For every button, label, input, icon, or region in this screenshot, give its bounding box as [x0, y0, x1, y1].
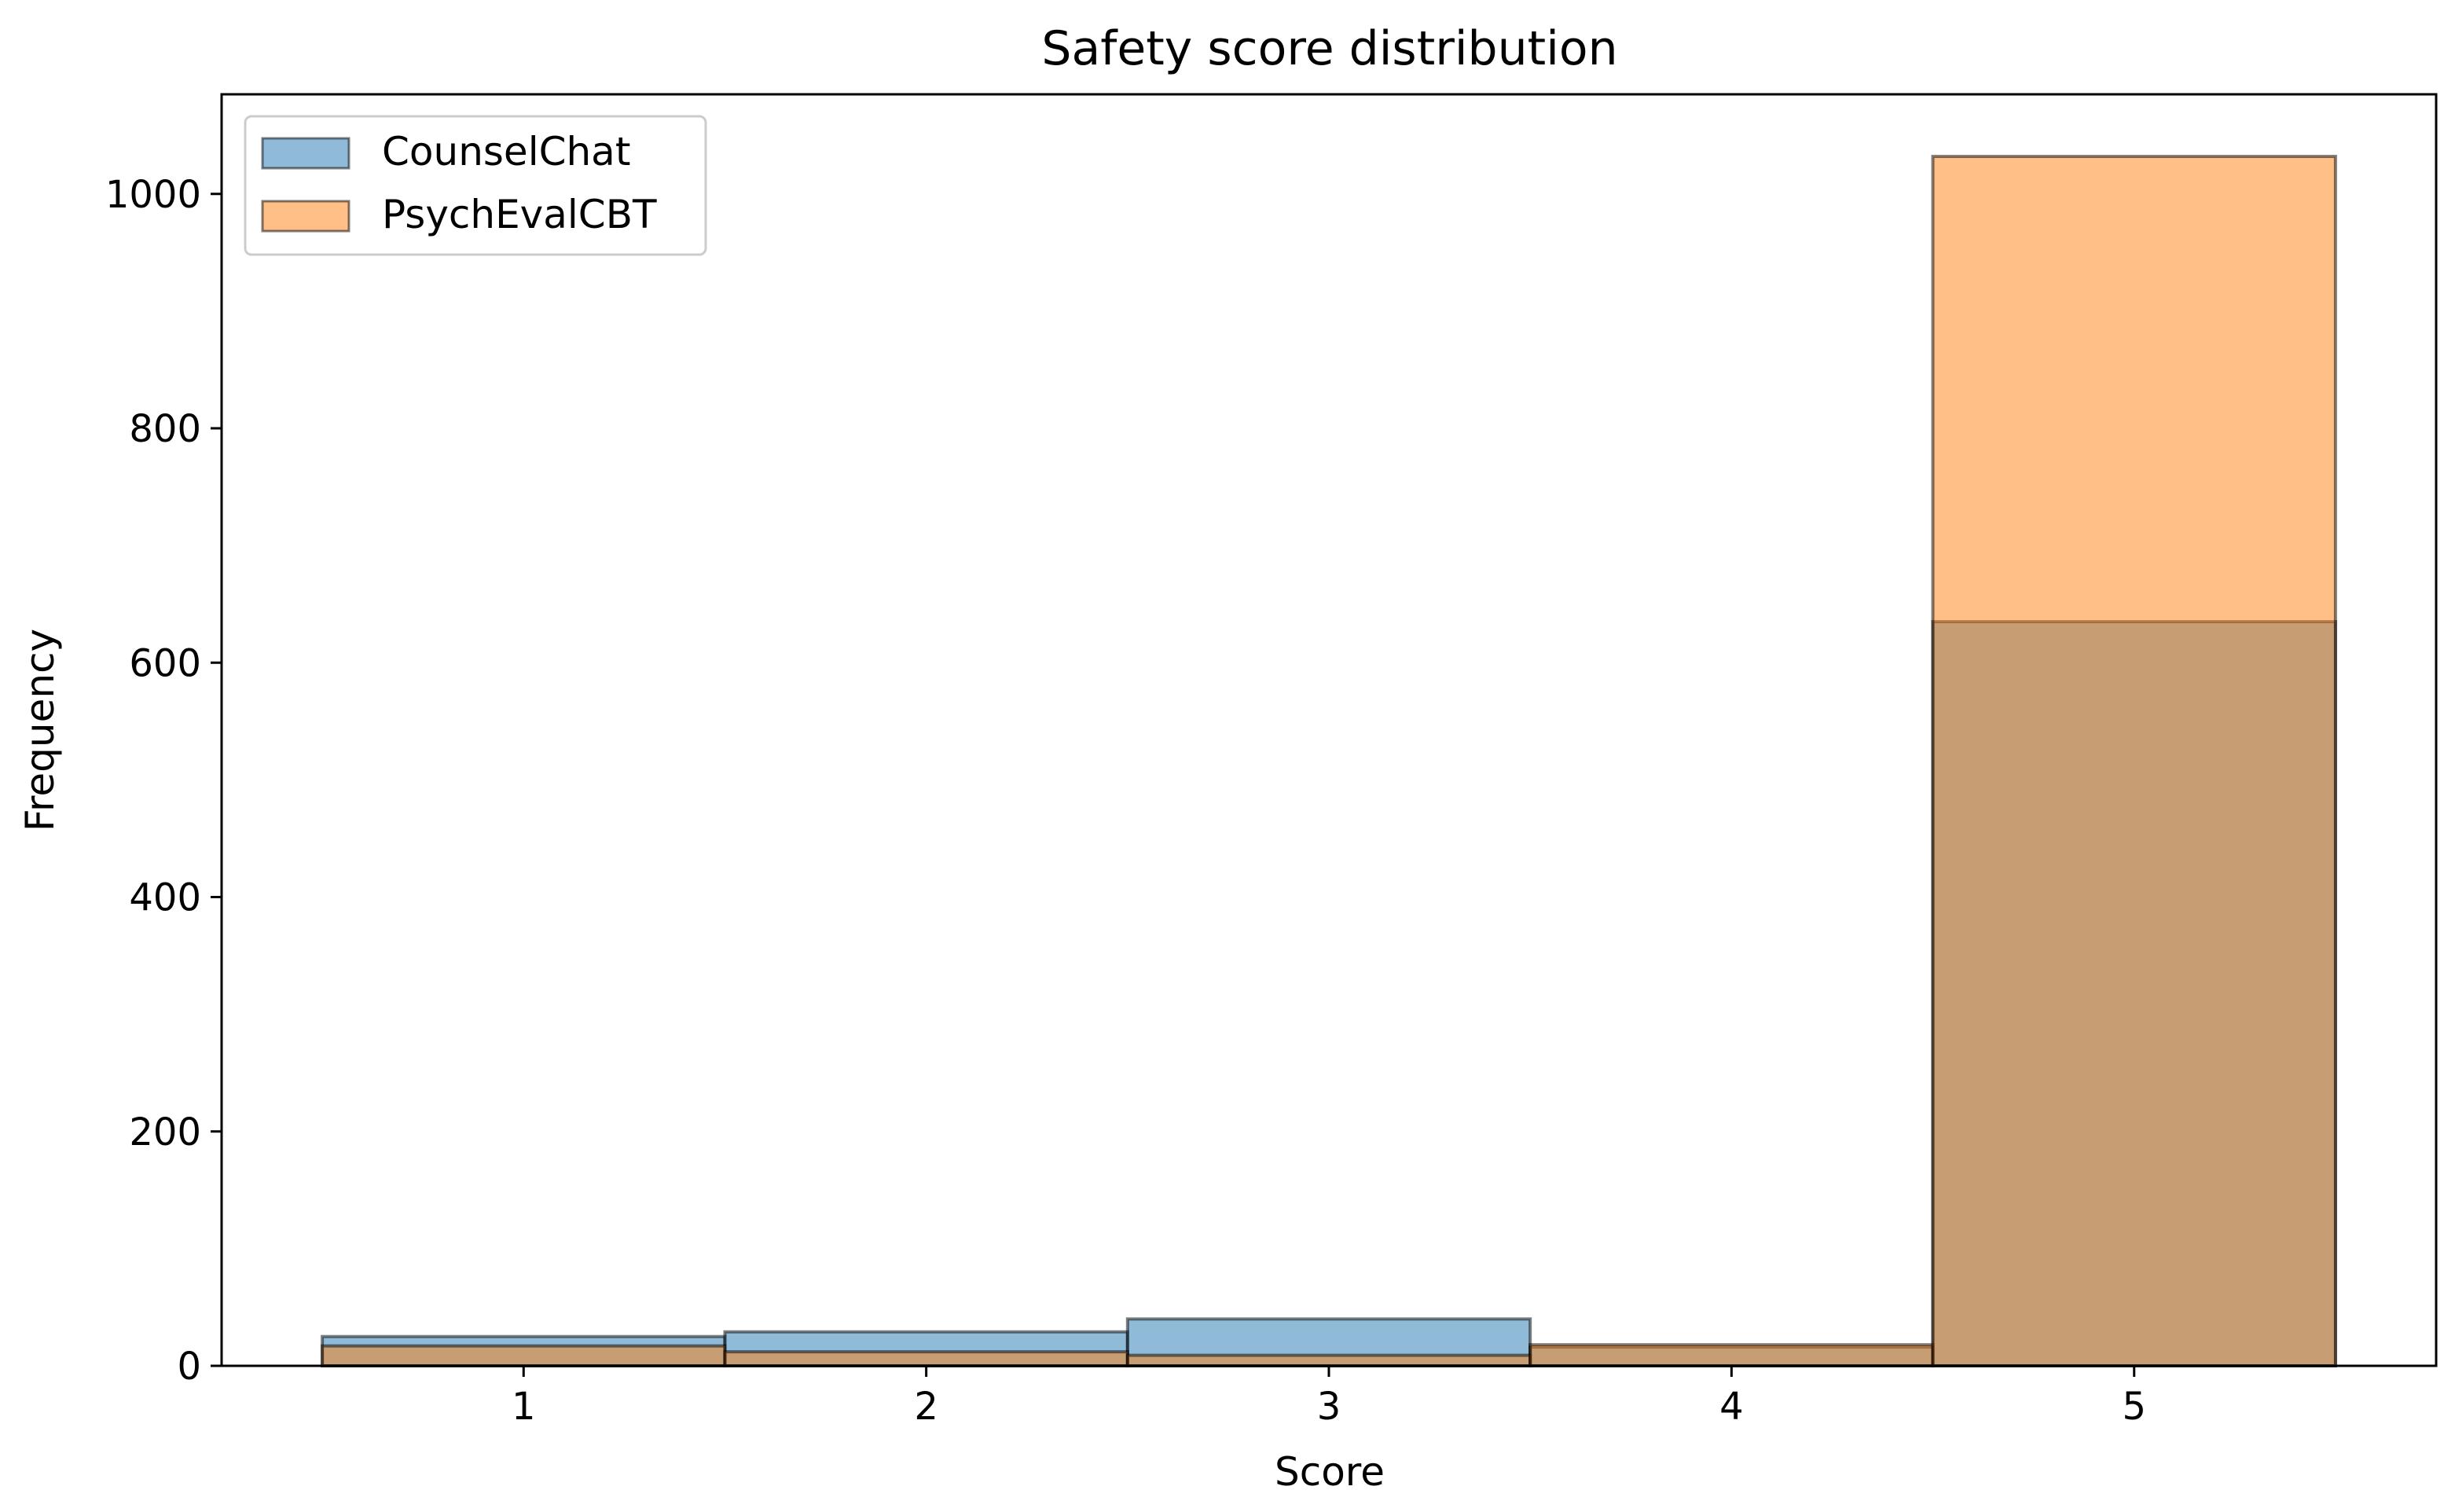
y-tick-label: 0: [177, 1345, 201, 1389]
y-tick-label: 800: [129, 407, 201, 451]
legend: CounselChat PsychEvalCBT: [244, 115, 707, 256]
x-axis-ticks: 1 2 3 4 5: [512, 1366, 2146, 1429]
bar-psychevalcbt-2: [723, 1350, 1129, 1368]
bar-psychevalcbt-5: [1931, 155, 2337, 1368]
y-tick-label: 400: [129, 876, 201, 920]
y-axis-label: Frequency: [17, 629, 63, 831]
x-tick-label: 2: [914, 1385, 938, 1429]
legend-swatch-counselchat: [261, 137, 350, 170]
legend-box: [244, 115, 707, 256]
legend-label-counselchat: CounselChat: [382, 129, 630, 174]
y-axis-ticks: 0 200 400 600 800 1000: [105, 173, 222, 1389]
y-tick-label: 1000: [105, 173, 201, 217]
x-tick-label: 5: [2122, 1385, 2146, 1429]
bar-psychevalcbt-4: [1528, 1343, 1935, 1367]
y-tick-label: 200: [129, 1110, 201, 1154]
legend-label-psychevalcbt: PsychEvalCBT: [382, 192, 657, 237]
bars-layer: [321, 155, 2337, 1368]
chart-title: Safety score distribution: [1041, 21, 1617, 76]
legend-swatch-psychevalcbt: [261, 200, 350, 233]
x-tick-label: 3: [1317, 1385, 1341, 1429]
bar-psychevalcbt-3: [1125, 1353, 1532, 1368]
bar-psychevalcbt-1: [321, 1344, 727, 1367]
x-axis-label: Score: [1275, 1449, 1385, 1495]
x-tick-label: 1: [512, 1385, 536, 1429]
y-tick-label: 600: [129, 641, 201, 685]
x-tick-label: 4: [1719, 1385, 1744, 1429]
